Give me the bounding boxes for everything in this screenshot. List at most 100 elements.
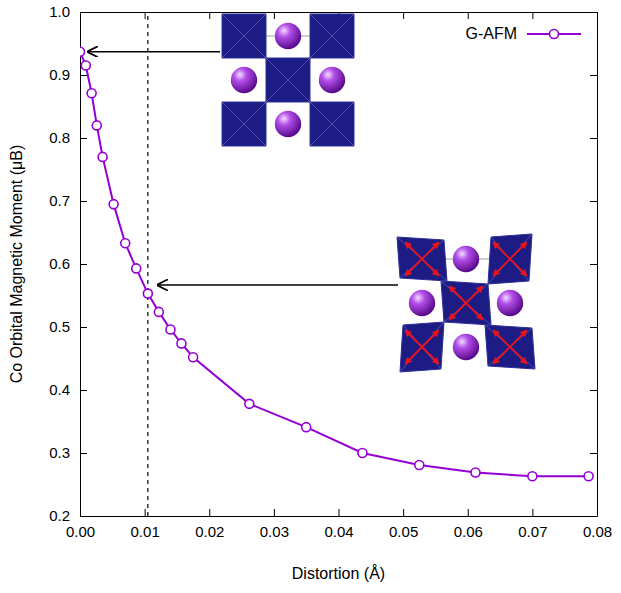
series-line [80, 52, 589, 477]
point [80, 47, 85, 56]
tick: 0.7 [49, 192, 87, 209]
tick [590, 138, 597, 139]
tick-label: 0.2 [49, 507, 70, 524]
distortion-arrow [494, 243, 527, 276]
tick-mark [590, 201, 597, 202]
distortion-arrow [406, 331, 439, 364]
octahedron-edge [222, 102, 266, 146]
tick-mark [80, 453, 87, 454]
tick [590, 390, 597, 391]
tick-label: 0.04 [324, 523, 353, 540]
legend-marker [550, 30, 559, 39]
point [166, 325, 175, 334]
octahedron-edge [485, 325, 535, 369]
axis-line [597, 13, 598, 517]
tick-mark [532, 509, 533, 516]
tick-label: 0.6 [49, 255, 70, 272]
tick-label: 0.8 [49, 129, 70, 146]
point [92, 121, 101, 130]
octahedron-edge [441, 281, 491, 325]
tick-label: 0.08 [583, 523, 612, 540]
octahedron-edge [310, 14, 354, 58]
tick: 0.2 [49, 507, 87, 524]
octahedron [488, 234, 532, 284]
tick-label: 0.4 [49, 381, 70, 398]
tick-mark [80, 201, 87, 202]
point [245, 399, 254, 408]
distortion-arrow [494, 331, 527, 364]
distortion-arrow [406, 243, 439, 276]
tick: 0.8 [49, 129, 87, 146]
octahedron-edge [222, 102, 266, 146]
tick-mark [590, 138, 597, 139]
tick-mark [80, 516, 87, 517]
tick: 0.04 [324, 509, 353, 540]
tick-mark [274, 509, 275, 516]
tick-mark [80, 138, 87, 139]
atom [275, 23, 301, 49]
tick-mark [80, 264, 87, 265]
tick: 1.0 [49, 3, 87, 20]
tick-mark [532, 12, 533, 19]
octahedron-edge [488, 328, 532, 366]
tick-mark [468, 12, 469, 19]
tick-label: 0.02 [195, 523, 224, 540]
octahedron [222, 102, 266, 146]
distortion-arrow [450, 287, 483, 320]
point [143, 289, 152, 298]
atom [231, 67, 257, 93]
octahedron-edge [310, 102, 354, 146]
tick-mark [145, 509, 146, 516]
tick-mark [403, 12, 404, 19]
reference-line [147, 12, 148, 516]
tick-mark [80, 12, 87, 13]
point [132, 264, 141, 273]
octahedron-edge [222, 14, 266, 58]
tick-label: 0.06 [454, 523, 483, 540]
tick: 0.3 [49, 444, 87, 461]
tick [590, 201, 597, 202]
legend-label: G-AFM [465, 25, 517, 42]
tick [590, 516, 597, 517]
tick-label: 0.9 [49, 66, 70, 83]
inset-ideal [222, 14, 354, 146]
tick-mark [80, 327, 87, 328]
tick [590, 12, 597, 13]
tick-mark [590, 75, 597, 76]
legend: G-AFM [465, 25, 581, 42]
tick-mark [80, 390, 87, 391]
tick-label: 0.00 [66, 523, 95, 540]
tick: 0.01 [131, 509, 160, 540]
tick: 0.6 [49, 255, 87, 272]
tick-mark [590, 327, 597, 328]
tick-mark [468, 509, 469, 516]
point [87, 89, 96, 98]
atom [497, 290, 523, 316]
tick-mark [590, 264, 597, 265]
octahedron-edge [310, 102, 354, 146]
tick [468, 12, 469, 19]
tick [145, 12, 146, 19]
tick-mark [590, 453, 597, 454]
y-axis-right [590, 13, 598, 517]
tick-mark [590, 12, 597, 13]
tick-label: 0.3 [49, 444, 70, 461]
tick: 0.5 [49, 318, 87, 335]
point [109, 200, 118, 209]
atom [453, 334, 479, 360]
octahedron [441, 281, 491, 325]
octahedron [310, 102, 354, 146]
tick-mark [145, 12, 146, 19]
tick [403, 12, 404, 19]
point [154, 307, 163, 316]
tick-mark [80, 75, 87, 76]
point [302, 423, 311, 432]
tick-label: 0.01 [131, 523, 160, 540]
atom [319, 67, 345, 93]
point [358, 449, 367, 458]
tick: 0.07 [518, 509, 547, 540]
y-axis-title: Co Orbital Magnetic Moment (μB) [8, 145, 25, 384]
tick-mark [403, 509, 404, 516]
tick [590, 264, 597, 265]
tick-label: 0.07 [518, 523, 547, 540]
